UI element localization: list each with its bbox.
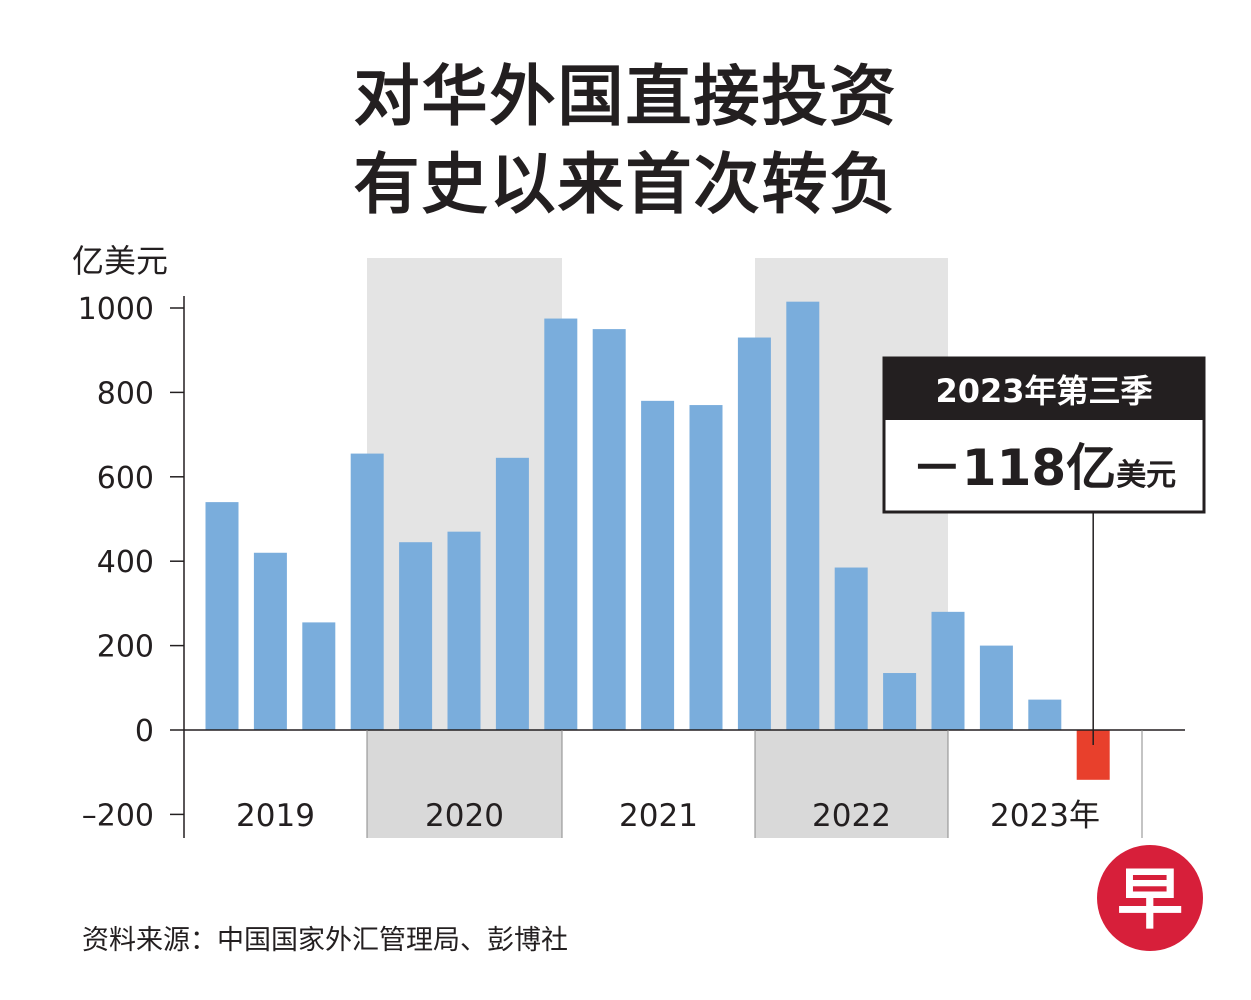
bar-2019Q1	[205, 502, 239, 730]
y-tick-label: 1000	[78, 292, 154, 327]
year-label-2020: 2020	[425, 798, 504, 834]
y-tick-label: 800	[97, 376, 154, 411]
callout-header: 2023年第三季	[935, 372, 1152, 410]
chart-title-line-1: 对华外国直接投资	[353, 58, 898, 135]
bar-2021Q2	[641, 400, 675, 730]
year-label-2023年: 2023年	[990, 798, 1100, 834]
callout-value: －118亿美元	[912, 439, 1176, 497]
bar-2019Q4	[350, 453, 384, 730]
source-note: 资料来源：中国国家外汇管理局、彭博社	[82, 925, 568, 956]
chart-title-line-2: 有史以来首次转负	[353, 146, 898, 223]
bar-2020Q2	[447, 531, 481, 730]
bar-2019Q2	[253, 552, 287, 730]
y-tick-label: 400	[97, 545, 154, 580]
callout-header-bar	[884, 358, 1204, 420]
bar-2023Q2	[1028, 699, 1062, 730]
bar-2021Q4	[737, 337, 771, 730]
bar-2021Q1	[592, 329, 626, 730]
bar-2020Q4	[544, 318, 578, 730]
zaobao-logo-icon: 早	[1097, 845, 1203, 951]
y-tick-label: 600	[97, 461, 154, 496]
bar-2020Q3	[495, 457, 529, 730]
bar-2022Q4	[931, 611, 965, 730]
y-tick-label: 0	[135, 714, 154, 749]
bar-2019Q3	[302, 622, 336, 730]
year-band-lower-2022	[755, 730, 948, 838]
year-label-2022: 2022	[812, 798, 891, 834]
bar-2022Q3	[883, 673, 917, 730]
bar-2023Q1	[979, 645, 1013, 730]
year-band-lower-2020	[367, 730, 562, 838]
y-axis-unit-label: 亿美元	[72, 242, 168, 280]
bar-2020Q1	[399, 542, 433, 730]
year-label-2021: 2021	[619, 798, 698, 834]
logo-char: 早	[1117, 861, 1183, 938]
bar-2022Q2	[834, 567, 868, 730]
y-tick-label: 200	[97, 630, 154, 665]
y-tick-label: –200	[82, 798, 154, 833]
bar-2021Q3	[689, 405, 723, 730]
year-label-2019: 2019	[236, 798, 315, 834]
bar-2022Q1	[786, 301, 820, 730]
